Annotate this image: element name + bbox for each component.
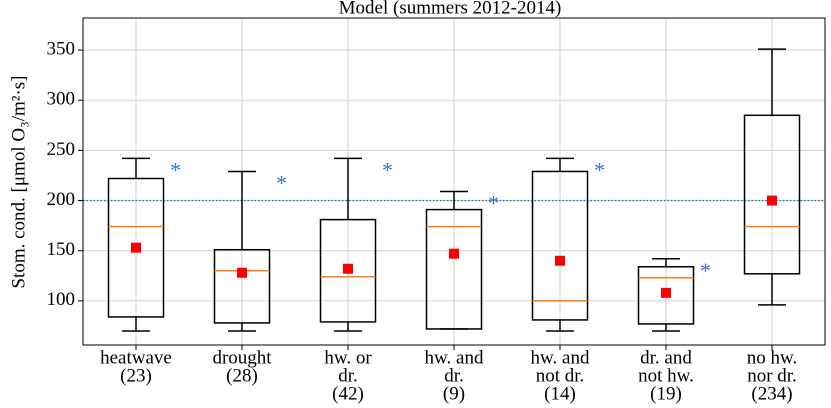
x-tick-label: dr. [444,365,464,386]
x-tick-label: (28) [226,365,258,386]
y-tick-label: 250 [47,139,76,160]
x-tick-label: (19) [650,383,682,404]
mean-marker [767,195,777,206]
x-tick-label: drought [212,347,272,368]
x-tick-label: no hw. [747,347,798,368]
box [743,114,801,275]
x-tick-label: hw. or [324,347,372,368]
significance-marker: * [594,157,605,182]
y-tick-label: 200 [47,189,76,210]
x-tick-label: hw. and [531,347,590,368]
significance-marker: * [170,157,181,182]
box [637,266,695,325]
x-tick-label: (23) [120,365,152,386]
plot-frame [82,17,826,346]
significance-marker: * [382,157,393,182]
x-tick-label: hw. and [425,347,484,368]
x-tick-label: (42) [332,383,364,404]
x-tick-label: (9) [443,383,465,404]
box [425,208,483,330]
box [213,248,271,324]
mean-marker [555,255,565,266]
mean-marker [661,287,671,298]
mean-marker [237,267,247,278]
x-tick-label: heatwave [100,347,172,368]
significance-marker: * [488,191,499,216]
x-tick-label: nor dr. [747,365,797,386]
mean-marker [449,248,459,259]
box [531,170,589,321]
y-tick-label: 100 [47,289,76,310]
x-tick-label: (14) [544,383,576,404]
x-tick-label: dr. [338,365,358,386]
x-tick-label: (234) [751,383,792,404]
significance-marker: * [700,258,711,283]
mean-marker [131,242,141,253]
y-tick-label: 350 [47,38,76,59]
x-tick-label: not hw. [638,365,694,386]
box [107,177,165,318]
y-tick-label: 150 [47,239,76,260]
chart-title: Model (summers 2012-2014) [339,0,562,18]
mean-marker [343,263,353,274]
x-tick-label: dr. and [640,347,692,368]
box [319,218,377,323]
y-axis-label: Stom. cond. [μmol O₃/m²·s] [8,75,29,288]
significance-marker: * [276,171,287,196]
y-tick-label: 300 [47,89,76,110]
x-tick-label: not dr. [536,365,585,386]
